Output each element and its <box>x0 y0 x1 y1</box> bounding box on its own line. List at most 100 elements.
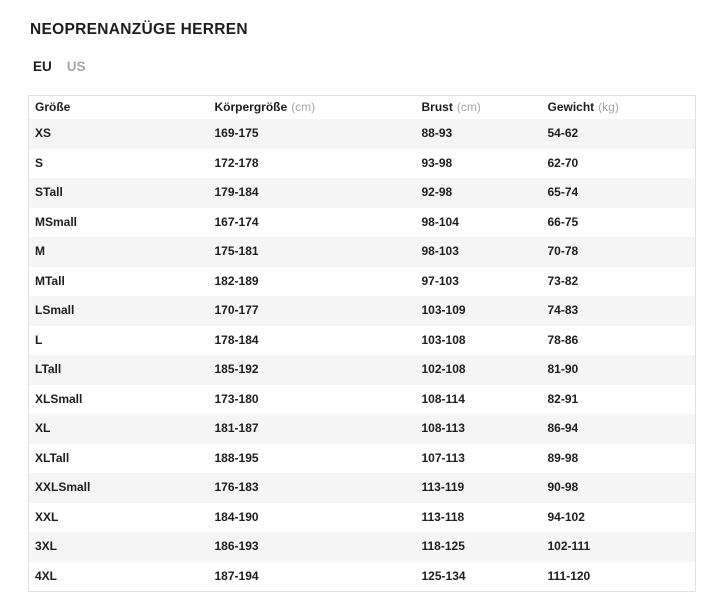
table-row: XLTall 188-195 107-113 89-98 <box>28 443 696 473</box>
table-row: XLSmall 173-180 108-114 82-91 <box>28 384 696 414</box>
size-cell: MTall <box>35 273 65 288</box>
size-cell: M <box>35 244 45 258</box>
value-cell: 54-62 <box>547 126 579 140</box>
value-cell: 181-187 <box>214 421 259 435</box>
table-row: XL 181-187 108-113 86-94 <box>28 414 696 444</box>
value-cell: 92-98 <box>421 185 453 199</box>
table-row: S 172-178 93-98 62-70 <box>28 148 696 178</box>
value-cell: 65-74 <box>547 185 579 199</box>
column-label: Größe <box>35 100 71 114</box>
value-cell: 182-189 <box>214 273 259 288</box>
page-title: NEOPRENANZÜGE HERREN <box>30 21 248 38</box>
value-cell: 82-91 <box>547 391 579 406</box>
table-row: XS 169-175 88-93 54-62 <box>28 119 696 149</box>
column-unit: (kg) <box>598 100 619 114</box>
value-cell: 90-98 <box>547 480 579 494</box>
table-body: XS 169-175 88-93 54-62 S 172-178 93-98 62-70 STa… <box>28 119 696 592</box>
size-cell: L <box>35 332 43 347</box>
size-table: Größe Körpergröße (cm) Brust (cm) Gewicht (kg)… <box>28 95 696 592</box>
value-cell: 107-113 <box>421 450 465 465</box>
value-cell: 167-174 <box>214 214 259 229</box>
column-header: Brust (cm) <box>416 96 542 120</box>
value-cell: 185-192 <box>214 362 259 376</box>
table-row: 3XL 186-193 118-125 102-111 <box>28 532 696 562</box>
size-cell: LTall <box>35 362 62 376</box>
size-cell: 4XL <box>35 568 58 583</box>
size-cell: XLTall <box>35 450 70 465</box>
size-cell: MSmall <box>35 214 78 229</box>
column-unit: (cm) <box>291 100 316 114</box>
size-cell: S <box>35 155 44 170</box>
value-cell: 88-93 <box>421 126 453 140</box>
value-cell: 178-184 <box>214 332 259 347</box>
value-cell: 70-78 <box>547 244 579 258</box>
value-cell: 98-104 <box>421 214 459 229</box>
value-cell: 184-190 <box>214 509 259 524</box>
table-row: L 178-184 103-108 78-86 <box>28 325 696 355</box>
size-cell: 3XL <box>35 539 58 553</box>
tab-eu[interactable]: EU <box>33 59 52 74</box>
table-row: LTall 185-192 102-108 81-90 <box>28 355 696 385</box>
table-row: XXLSmall 176-183 113-119 90-98 <box>28 473 696 503</box>
value-cell: 89-98 <box>547 450 579 465</box>
table-row: MSmall 167-174 98-104 66-75 <box>28 207 696 237</box>
value-cell: 125-134 <box>421 568 466 583</box>
value-cell: 169-175 <box>214 126 259 140</box>
table-row: MTall 182-189 97-103 73-82 <box>28 266 696 296</box>
table-row: M 175-181 98-103 70-78 <box>28 237 696 267</box>
table-row: STall 179-184 92-98 65-74 <box>28 178 696 208</box>
column-label: Gewicht <box>547 100 595 114</box>
value-cell: 81-90 <box>547 362 579 376</box>
value-cell: 173-180 <box>214 391 259 406</box>
value-cell: 62-70 <box>547 155 579 170</box>
table-row: LSmall 170-177 103-109 74-83 <box>28 296 696 326</box>
table-header-row: Größe Körpergröße (cm) Brust (cm) Gewicht (kg) <box>29 96 696 120</box>
value-cell: 111-120 <box>547 568 591 583</box>
value-cell: 78-86 <box>547 332 579 347</box>
value-cell: 73-82 <box>547 273 579 288</box>
table-header: Größe Körpergröße (cm) Brust (cm) Gewicht (kg) <box>29 96 696 120</box>
value-cell: 93-98 <box>421 155 453 170</box>
table-row: XXL 184-190 113-118 94-102 <box>28 502 696 532</box>
column-header: Größe <box>29 96 209 120</box>
size-cell: XXL <box>35 509 59 524</box>
value-cell: 74-83 <box>547 303 579 317</box>
value-cell: 94-102 <box>547 509 585 524</box>
value-cell: 97-103 <box>421 273 459 288</box>
column-header: Gewicht (kg) <box>542 96 696 120</box>
value-cell: 187-194 <box>214 568 259 583</box>
column-label: Körpergröße <box>214 100 288 114</box>
value-cell: 103-109 <box>421 303 466 317</box>
value-cell: 175-181 <box>214 244 259 258</box>
value-cell: 108-113 <box>421 421 465 435</box>
value-cell: 179-184 <box>214 185 259 199</box>
value-cell: 103-108 <box>421 332 466 347</box>
value-cell: 108-114 <box>421 391 465 406</box>
value-cell: 86-94 <box>547 421 579 435</box>
value-cell: 113-118 <box>421 509 465 524</box>
column-header: Körpergröße (cm) <box>209 96 416 120</box>
size-cell: STall <box>35 185 63 199</box>
value-cell: 170-177 <box>214 303 259 317</box>
size-cell: XS <box>35 126 52 140</box>
unit-tab-bar: EU US <box>33 59 695 75</box>
value-cell: 98-103 <box>421 244 459 258</box>
value-cell: 102-111 <box>547 539 591 553</box>
column-unit: (cm) <box>456 100 481 114</box>
size-cell: XL <box>35 421 51 435</box>
value-cell: 176-183 <box>214 480 259 494</box>
table-row: 4XL 187-194 125-134 111-120 <box>28 561 696 592</box>
value-cell: 172-178 <box>214 155 259 170</box>
value-cell: 66-75 <box>547 214 579 229</box>
size-cell: LSmall <box>35 303 75 317</box>
value-cell: 113-119 <box>421 480 465 494</box>
size-cell: XLSmall <box>35 391 83 406</box>
size-cell: XXLSmall <box>35 480 91 494</box>
tab-us[interactable]: US <box>66 59 86 74</box>
value-cell: 188-195 <box>214 450 259 465</box>
column-label: Brust <box>421 100 453 114</box>
value-cell: 118-125 <box>421 539 465 553</box>
value-cell: 102-108 <box>421 362 466 376</box>
value-cell: 186-193 <box>214 539 259 553</box>
